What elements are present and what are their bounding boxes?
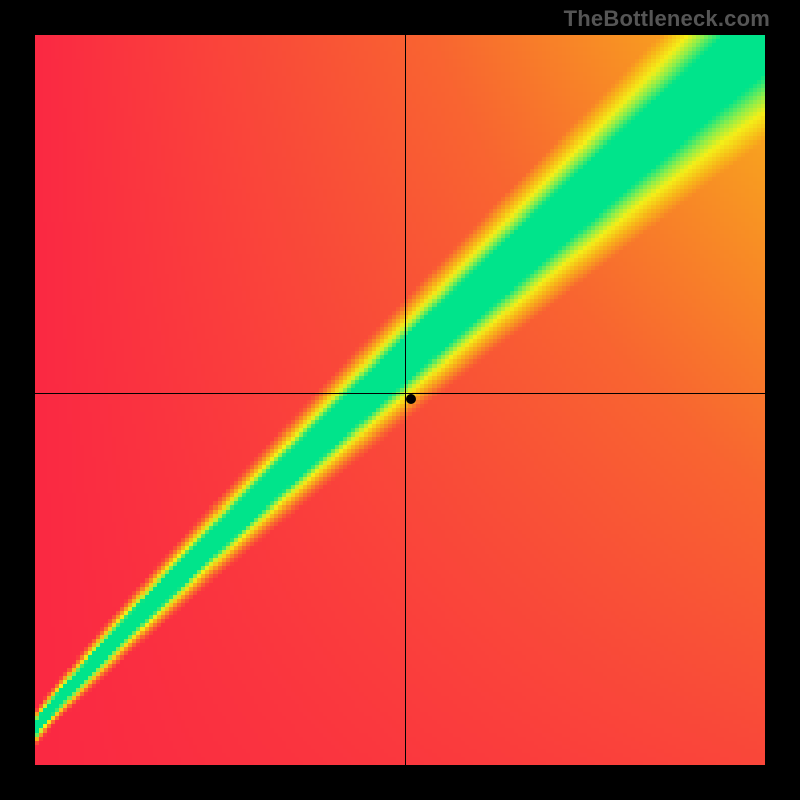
crosshair-horizontal [35,393,765,394]
data-point-marker [406,394,416,404]
heatmap-plot [35,35,765,765]
heatmap-canvas [35,35,765,765]
attribution-text: TheBottleneck.com [564,6,770,32]
